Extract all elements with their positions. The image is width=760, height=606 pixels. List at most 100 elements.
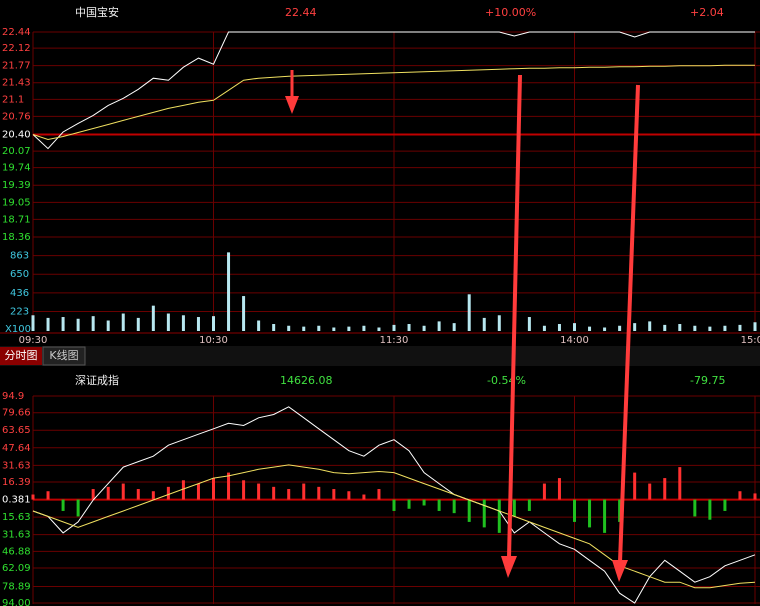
change-bar: [392, 499, 396, 511]
change-bar: [497, 499, 501, 533]
volume-bar: [482, 317, 486, 331]
x-tick-label: 10:30: [199, 335, 228, 346]
volume-bar: [377, 327, 381, 331]
header-value: +2.04: [690, 6, 724, 19]
y-tick-label: 20.40: [2, 130, 31, 141]
header-value: -0.54%: [487, 374, 526, 387]
y-tick-label: 20.76: [2, 111, 31, 122]
y-tick-label: 21.43: [2, 78, 31, 89]
change-bar: [242, 480, 246, 500]
volume-bar: [663, 324, 667, 331]
y-tick-label: 19.74: [2, 163, 31, 174]
tab-box[interactable]: [42, 346, 86, 366]
y-tick-label: 21.1: [2, 94, 24, 105]
y-tick-label: 79.66: [2, 408, 31, 419]
stock-name: 中国宝安: [75, 5, 119, 19]
change-bar: [212, 478, 215, 500]
change-bar: [467, 499, 471, 522]
header-value: 14626.08: [280, 374, 333, 387]
change-bar: [618, 499, 622, 522]
change-bar: [573, 499, 576, 522]
change-bar: [166, 486, 170, 500]
y-tick-label: 47.64: [2, 443, 31, 454]
price-line: [32, 64, 755, 141]
volume-bar: [678, 324, 682, 331]
volume-bar: [542, 325, 546, 331]
volume-bar: [693, 325, 697, 331]
change-bar: [633, 472, 637, 500]
change-bar: [362, 494, 366, 500]
change-bar: [106, 486, 110, 500]
volume-bar: [497, 315, 501, 331]
change-bar: [227, 472, 231, 500]
volume-bar: [347, 326, 351, 331]
volume-bar: [76, 318, 80, 331]
x-tick-label: 15:00: [741, 335, 760, 346]
change-bar: [512, 499, 516, 517]
volume-bar: [723, 325, 727, 331]
change-bar: [332, 489, 336, 500]
change-bar: [181, 480, 185, 500]
change-bar: [272, 486, 276, 500]
volume-bar: [633, 323, 637, 331]
y-tick-label: 31.63: [2, 530, 31, 541]
change-bar: [196, 483, 200, 500]
y-tick-label: 78.89: [2, 581, 31, 592]
volume-bar: [317, 325, 321, 331]
volume-bar: [181, 315, 185, 331]
change-bar: [302, 483, 306, 500]
annotation-arrows: [285, 70, 640, 582]
change-bar: [603, 499, 607, 533]
volume-bar: [287, 325, 291, 331]
volume-bar: [91, 316, 95, 331]
y-tick-label: 20.07: [2, 146, 31, 157]
tab-active[interactable]: [0, 347, 42, 365]
change-bar: [437, 499, 441, 511]
change-bar: [678, 467, 682, 500]
volume-bar: [362, 325, 366, 331]
x-tick-label: 14:00: [560, 335, 589, 346]
volume-bar: [212, 316, 215, 331]
change-bar: [46, 491, 50, 500]
y-tick-label: 46.88: [2, 546, 31, 557]
volume-bar: [46, 317, 50, 331]
change-bar: [422, 499, 426, 506]
y-tick-label: 63.65: [2, 425, 31, 436]
volume-bar: [467, 294, 471, 331]
volume-bar: [527, 317, 531, 331]
change-bar: [31, 494, 35, 500]
y-tick-label: 0.381: [2, 495, 31, 506]
y-tick-label: 22.12: [2, 43, 31, 54]
change-bar: [663, 478, 667, 500]
volume-bar: [753, 322, 757, 331]
change-bar: [542, 483, 546, 500]
x-tick-label: 09:30: [19, 335, 48, 346]
change-bar: [287, 489, 291, 500]
volume-bar: [257, 320, 261, 331]
change-bar: [61, 499, 65, 511]
volume-bar: [272, 324, 276, 331]
price-line: [32, 464, 756, 589]
header-value: 22.44: [285, 6, 317, 19]
header-value: +10.00%: [485, 6, 536, 19]
volume-bar: [242, 296, 246, 331]
volume-tick-label: 650: [10, 269, 29, 280]
volume-bar: [332, 327, 336, 331]
volume-tick-label: 436: [10, 288, 29, 299]
change-bar: [738, 491, 742, 500]
tab[interactable]: K线图: [49, 348, 78, 362]
volume-bar: [166, 313, 170, 331]
volume-bar: [738, 324, 742, 331]
volume-bar: [121, 313, 125, 331]
change-bar: [753, 493, 757, 500]
change-bar: [317, 486, 321, 500]
volume-bar: [61, 317, 65, 331]
change-bar: [588, 499, 592, 528]
volume-bar: [603, 327, 607, 331]
change-bar: [136, 489, 140, 500]
volume-bar: [437, 321, 441, 331]
change-bar: [648, 483, 652, 500]
tab[interactable]: 分时图: [5, 349, 38, 362]
change-bar: [407, 499, 411, 509]
volume-bar: [618, 325, 622, 331]
